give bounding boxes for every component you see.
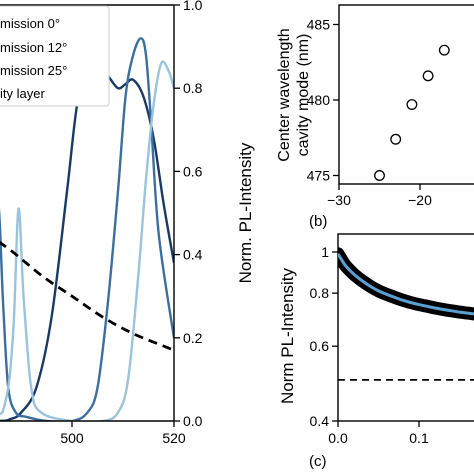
decay-y-tick-label: 0.8 [310,285,330,301]
spectra-y-tick-label: 0.4 [183,247,203,263]
spectra-series-1 [0,65,174,421]
scatter-y-axis-label-line1: Center wavelength [276,28,293,161]
decay-x-tick-label: 0.0 [328,430,348,446]
legend-entry-3: mission 25° [0,63,67,78]
scatter-frame [338,4,474,185]
scatter-points-group [374,44,450,181]
spectra-x-tick-label: 500 [60,430,84,446]
spectra-y-tick-label: 0.0 [183,413,203,429]
legend-box [0,5,110,107]
spectra-legend: mission 0° mission 12° mission 25° ity l… [0,5,110,107]
spectra-y-tick-label: 1.0 [183,0,203,13]
spectra-y-tick-label: 0.8 [183,80,203,96]
panel-label-b: (b) [309,213,327,230]
decay-y-axis-label: Norm PL-Intensity [278,267,297,404]
spectra-y-tick-label: 0.2 [183,330,203,346]
decay-y-tick-label: 1 [321,244,329,260]
decay-panel: 0.0 0.1 0.4 0.6 0.8 1 Norm PL-Intensity (c) [278,233,474,470]
decay-series-group [338,247,474,381]
legend-entry-4: ity layer [0,86,45,101]
spectra-x-tick-label: 520 [162,430,186,446]
decay-x-tick-label: 0.1 [409,430,429,446]
spectra-series-3 [0,60,174,421]
decay-y-tick-label: 0.4 [310,413,330,429]
scatter-y-tick-label: 480 [307,92,331,108]
scatter-y-tick-label: 475 [307,168,331,184]
decay-frame [337,233,474,422]
decay-fit-line [338,253,474,316]
legend-entry-2: mission 12° [0,40,67,55]
legend-entry-1: mission 0° [0,16,60,31]
scatter-point [374,170,385,181]
scatter-x-tick-label: −30 [327,192,351,208]
panel-label-c: (c) [309,453,327,470]
scatter-x-tick-label: −20 [408,192,432,208]
scatter-point [422,70,434,82]
scatter-point [406,99,418,110]
scatter-y-axis-label-line2: cavity mode (nm) [295,34,312,157]
scatter-ticks: −30−20475480485490 [307,17,432,209]
decay-ticks: 0.0 0.1 0.4 0.6 0.8 1 [310,244,429,446]
scatter-y-tick-label: 485 [307,17,331,33]
wavelength-scatter-panel: −30−20475480485490 Center wavelength cav… [276,4,474,230]
scatter-point [390,133,402,145]
decay-y-tick-label: 0.6 [310,338,330,354]
spectra-series-4 [0,240,174,352]
spectra-series-2 [0,37,174,421]
spectra-y-axis-label: Norm. PL-Intensity [236,142,255,283]
spectra-y-tick-label: 0.6 [183,163,203,179]
decay-data-points [338,247,474,321]
scatter-point [438,44,450,56]
